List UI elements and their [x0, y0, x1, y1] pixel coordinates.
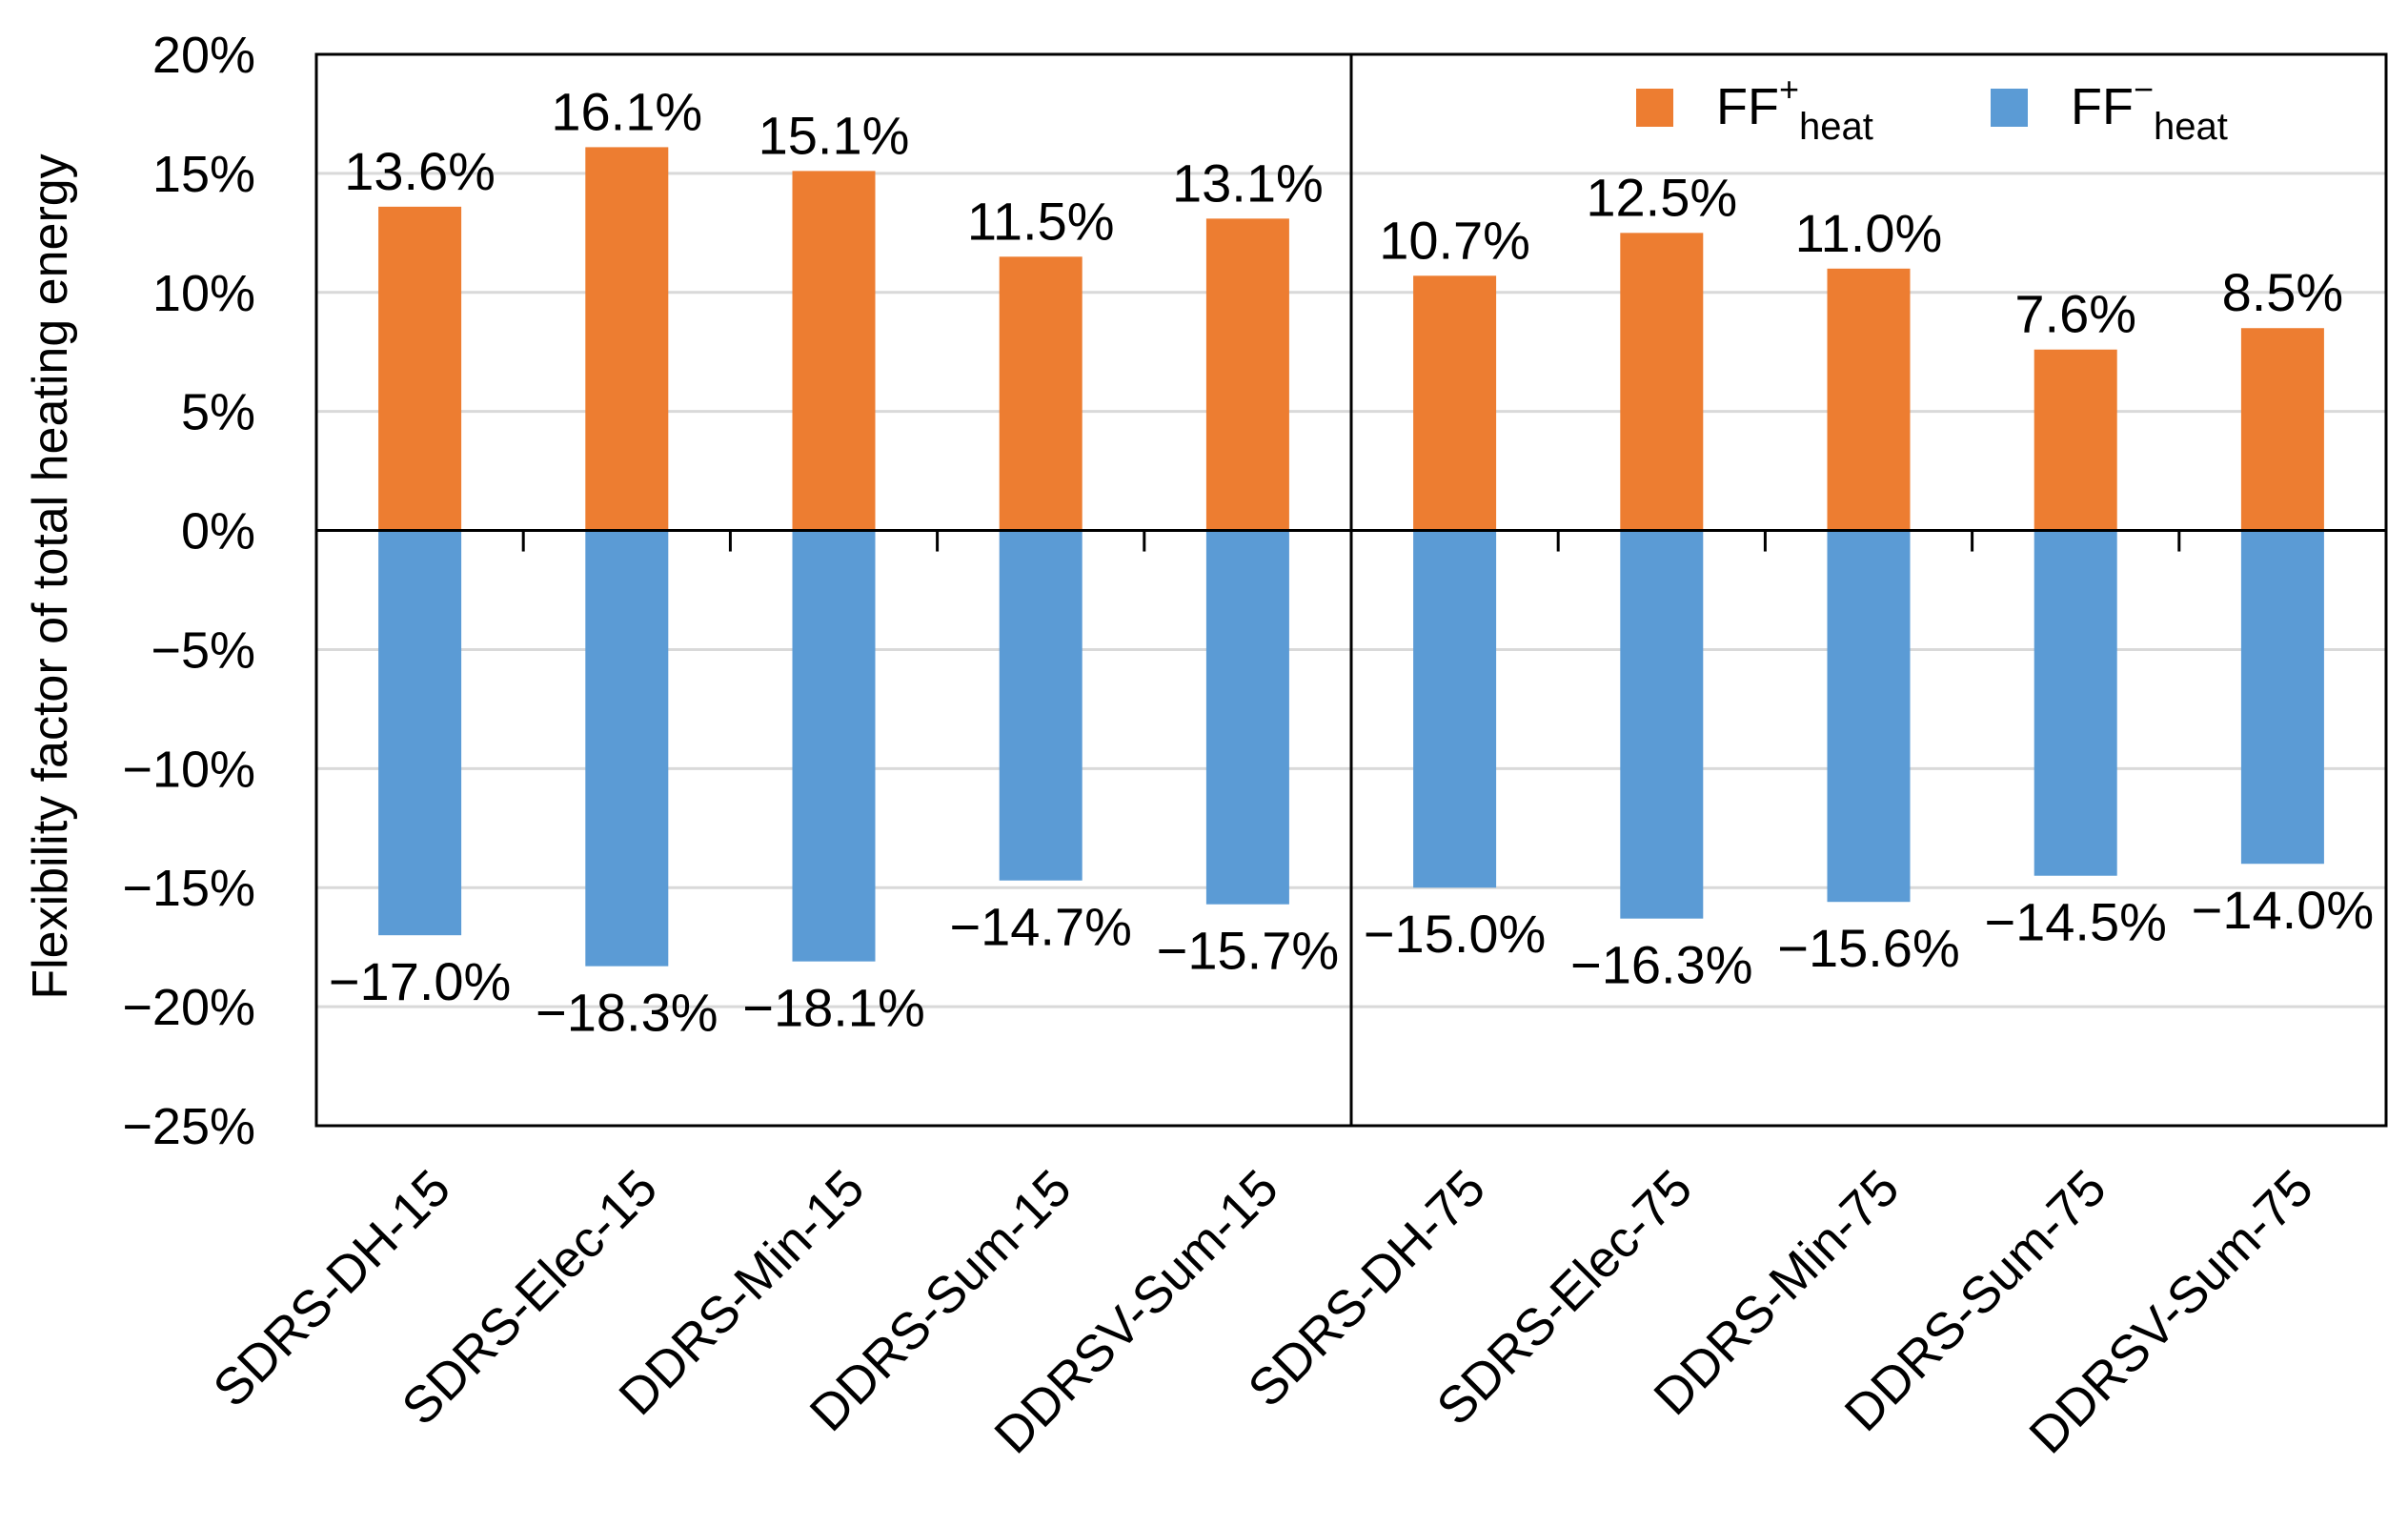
bar-negative-sdrs-elec-15: [585, 530, 669, 967]
bar-negative-sdrs-dh-75: [1413, 530, 1497, 888]
y-tick-label: −15%: [122, 860, 255, 917]
data-label-positive: 15.1%: [759, 105, 910, 165]
data-label-negative: −14.0%: [2192, 880, 2375, 940]
bar-negative-sdrs-elec-75: [1620, 530, 1704, 919]
y-tick-label: −25%: [122, 1098, 255, 1155]
data-label-negative: −15.0%: [1364, 904, 1547, 964]
bar-negative-ddrsv-sum-75: [2240, 530, 2324, 865]
data-label-positive: 7.6%: [2014, 284, 2136, 344]
data-label-negative: −18.1%: [742, 978, 925, 1038]
data-label-negative: −14.5%: [1984, 892, 2167, 952]
legend-label: FF+heat: [1716, 70, 1873, 148]
data-label-positive: 13.6%: [344, 141, 496, 201]
bar-positive-ddrsv-sum-75: [2240, 328, 2324, 531]
bar-positive-ddrsv-sum-15: [1205, 218, 1289, 531]
bar-negative-ddrsv-sum-15: [1205, 530, 1289, 905]
data-label-negative: −15.6%: [1777, 918, 1960, 978]
data-label-negative: −15.7%: [1157, 921, 1340, 981]
bar-positive-sdrs-elec-75: [1620, 233, 1704, 531]
legend: FF+heat FF−heat: [1636, 70, 2228, 148]
data-label-positive: 16.1%: [551, 81, 702, 141]
x-axis-categories: SDRS-DH-15SDRS-Elec-15DDRS-Min-15DDRS-Su…: [203, 1159, 2324, 1464]
data-label-positive: 8.5%: [2222, 262, 2344, 322]
y-tick-label: −20%: [122, 979, 255, 1036]
bar-positive-ddrs-min-15: [792, 171, 876, 531]
bar-negative-ddrs-sum-75: [2034, 530, 2117, 876]
data-label-positive: 13.1%: [1172, 153, 1324, 213]
bars: [378, 147, 2324, 967]
y-tick-label: 15%: [152, 146, 255, 203]
data-label-positive: 11.0%: [1795, 203, 1943, 263]
bar-positive-ddrs-sum-15: [999, 256, 1083, 531]
y-tick-label: −10%: [122, 741, 255, 798]
legend-swatch: [1636, 89, 1673, 127]
y-tick-label: 0%: [181, 503, 255, 560]
data-label-negative: −17.0%: [329, 951, 512, 1011]
data-labels: 13.6% 16.1% 15.1% 11.5% 13.1% 10.7% 12.5% 11.0%…: [329, 81, 2374, 1042]
bar-negative-sdrs-dh-15: [378, 530, 462, 936]
y-axis-title: Flexibility factor of total heating ener…: [23, 153, 78, 999]
bar-negative-ddrs-sum-15: [999, 530, 1083, 881]
bar-positive-ddrs-min-75: [1827, 268, 1911, 531]
data-label-negative: −16.3%: [1570, 935, 1753, 995]
bar-positive-sdrs-dh-15: [378, 206, 462, 531]
legend-swatch: [1991, 89, 2028, 127]
data-label-positive: 11.5%: [967, 191, 1115, 251]
legend-label: FF−heat: [2071, 70, 2228, 148]
data-label-negative: −18.3%: [536, 983, 718, 1043]
bar-positive-ddrs-sum-75: [2034, 349, 2117, 531]
y-tick-label: 20%: [152, 27, 255, 84]
y-tick-label: 10%: [152, 265, 255, 322]
data-label-positive: 12.5%: [1586, 167, 1737, 227]
plot-frame: [314, 52, 2388, 1128]
y-tick-label: 5%: [181, 384, 255, 441]
bar-positive-sdrs-dh-75: [1413, 275, 1497, 531]
y-axis-ticks: 20% 15% 10% 5% 0% −5% −10% −15% −20% −25%: [122, 27, 255, 1155]
bar-positive-sdrs-elec-15: [585, 147, 669, 531]
data-label-negative: −14.7%: [949, 897, 1132, 957]
bar-negative-ddrs-min-75: [1827, 530, 1911, 903]
bar-negative-ddrs-min-15: [792, 530, 876, 962]
data-label-positive: 10.7%: [1379, 210, 1530, 270]
y-tick-label: −5%: [151, 621, 255, 679]
